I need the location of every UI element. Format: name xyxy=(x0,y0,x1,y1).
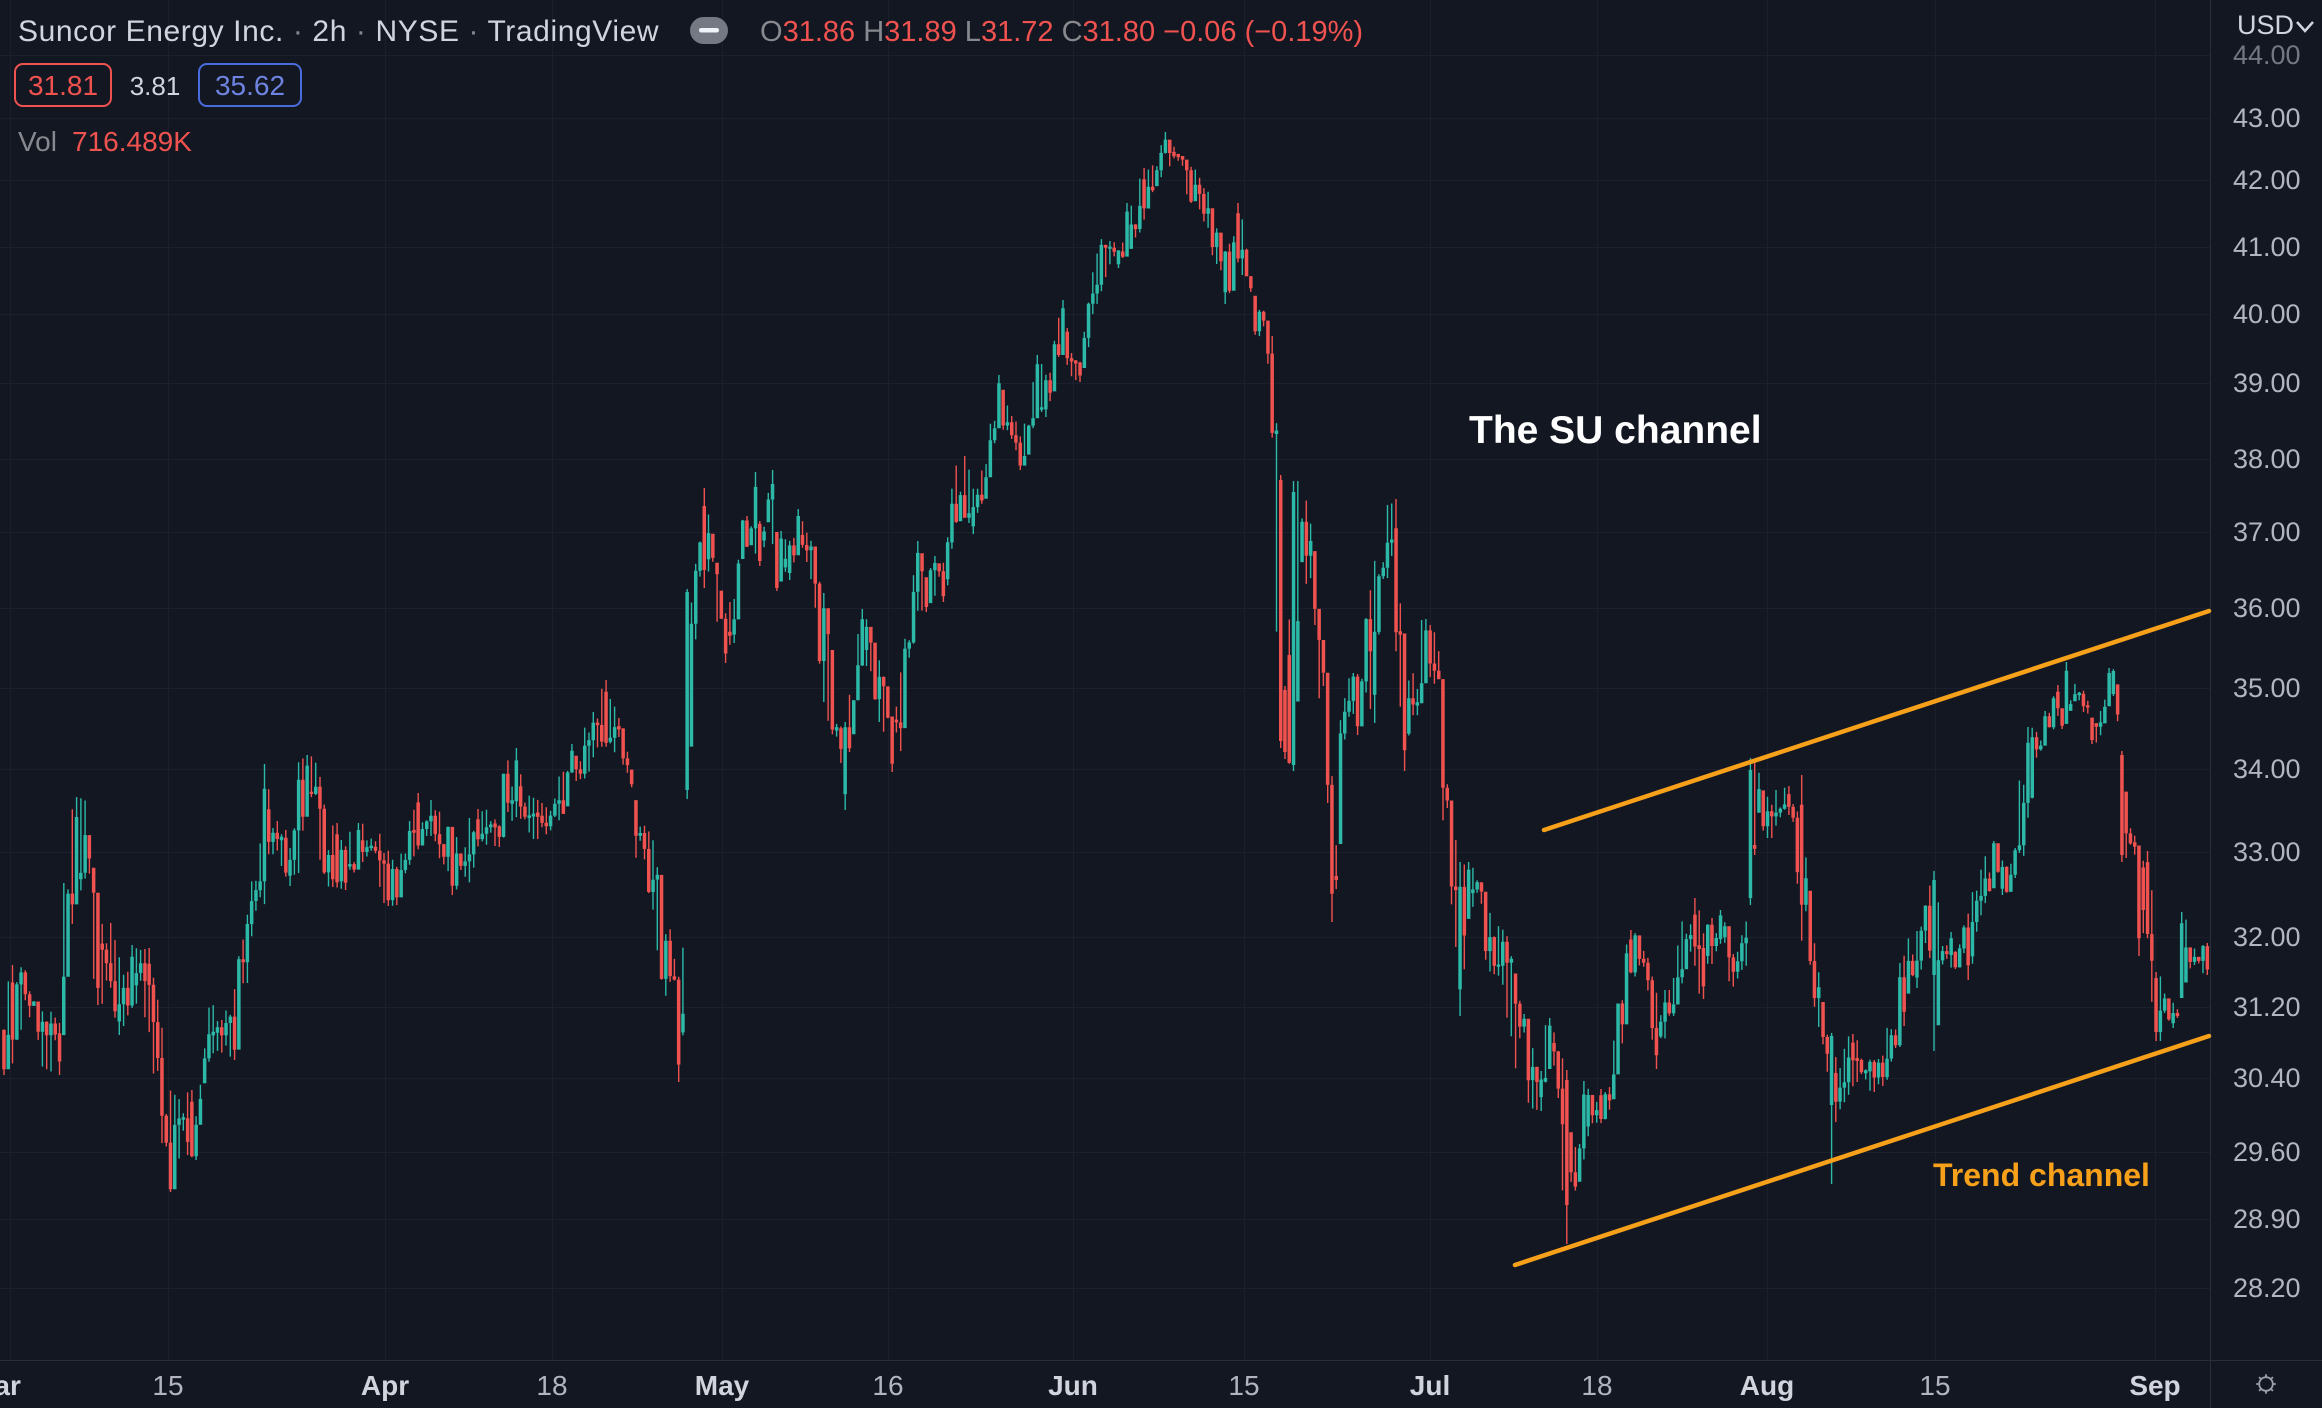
svg-text:Jul: Jul xyxy=(1410,1370,1450,1401)
svg-text:39.00: 39.00 xyxy=(2233,368,2301,398)
svg-text:15: 15 xyxy=(1919,1370,1950,1401)
svg-text:Aug: Aug xyxy=(1740,1370,1794,1401)
svg-text:36.00: 36.00 xyxy=(2233,593,2301,623)
svg-text:38.00: 38.00 xyxy=(2233,444,2301,474)
svg-text:Sep: Sep xyxy=(2129,1370,2180,1401)
svg-text:15: 15 xyxy=(1228,1370,1259,1401)
svg-text:716.489K: 716.489K xyxy=(72,126,192,157)
svg-text:18: 18 xyxy=(536,1370,567,1401)
svg-text:3.81: 3.81 xyxy=(130,71,181,101)
svg-text:40.00: 40.00 xyxy=(2233,299,2301,329)
svg-text:O31.86 H31.89 L31.72 C31.80 −0: O31.86 H31.89 L31.72 C31.80 −0.06 (−0.19… xyxy=(760,16,1363,48)
svg-text:31.81: 31.81 xyxy=(28,70,98,101)
svg-text:16: 16 xyxy=(872,1370,903,1401)
svg-text:44.00: 44.00 xyxy=(2233,40,2301,70)
svg-text:Apr: Apr xyxy=(361,1370,409,1401)
svg-text:28.90: 28.90 xyxy=(2233,1204,2301,1234)
svg-text:37.00: 37.00 xyxy=(2233,517,2301,547)
svg-text:30.40: 30.40 xyxy=(2233,1063,2301,1093)
svg-text:42.00: 42.00 xyxy=(2233,165,2301,195)
svg-text:28.20: 28.20 xyxy=(2233,1273,2301,1303)
svg-text:32.00: 32.00 xyxy=(2233,922,2301,952)
svg-text:USD: USD xyxy=(2237,10,2294,40)
svg-text:34.00: 34.00 xyxy=(2233,754,2301,784)
svg-text:41.00: 41.00 xyxy=(2233,232,2301,262)
svg-text:18: 18 xyxy=(1581,1370,1612,1401)
svg-text:29.60: 29.60 xyxy=(2233,1137,2301,1167)
svg-text:The SU channel: The SU channel xyxy=(1469,409,1762,452)
svg-text:31.20: 31.20 xyxy=(2233,992,2301,1022)
svg-text:Trend channel: Trend channel xyxy=(1933,1157,2150,1193)
svg-text:Jun: Jun xyxy=(1048,1370,1098,1401)
svg-text:35.62: 35.62 xyxy=(215,70,285,101)
svg-text:33.00: 33.00 xyxy=(2233,837,2301,867)
svg-text:35.00: 35.00 xyxy=(2233,673,2301,703)
svg-text:Suncor Energy Inc. · 2h · NYSE: Suncor Energy Inc. · 2h · NYSE · Trading… xyxy=(18,15,659,48)
svg-text:Vol: Vol xyxy=(18,126,57,157)
svg-text:May: May xyxy=(695,1370,750,1401)
svg-text:43.00: 43.00 xyxy=(2233,103,2301,133)
svg-text:Mar: Mar xyxy=(0,1370,21,1401)
svg-text:15: 15 xyxy=(152,1370,183,1401)
